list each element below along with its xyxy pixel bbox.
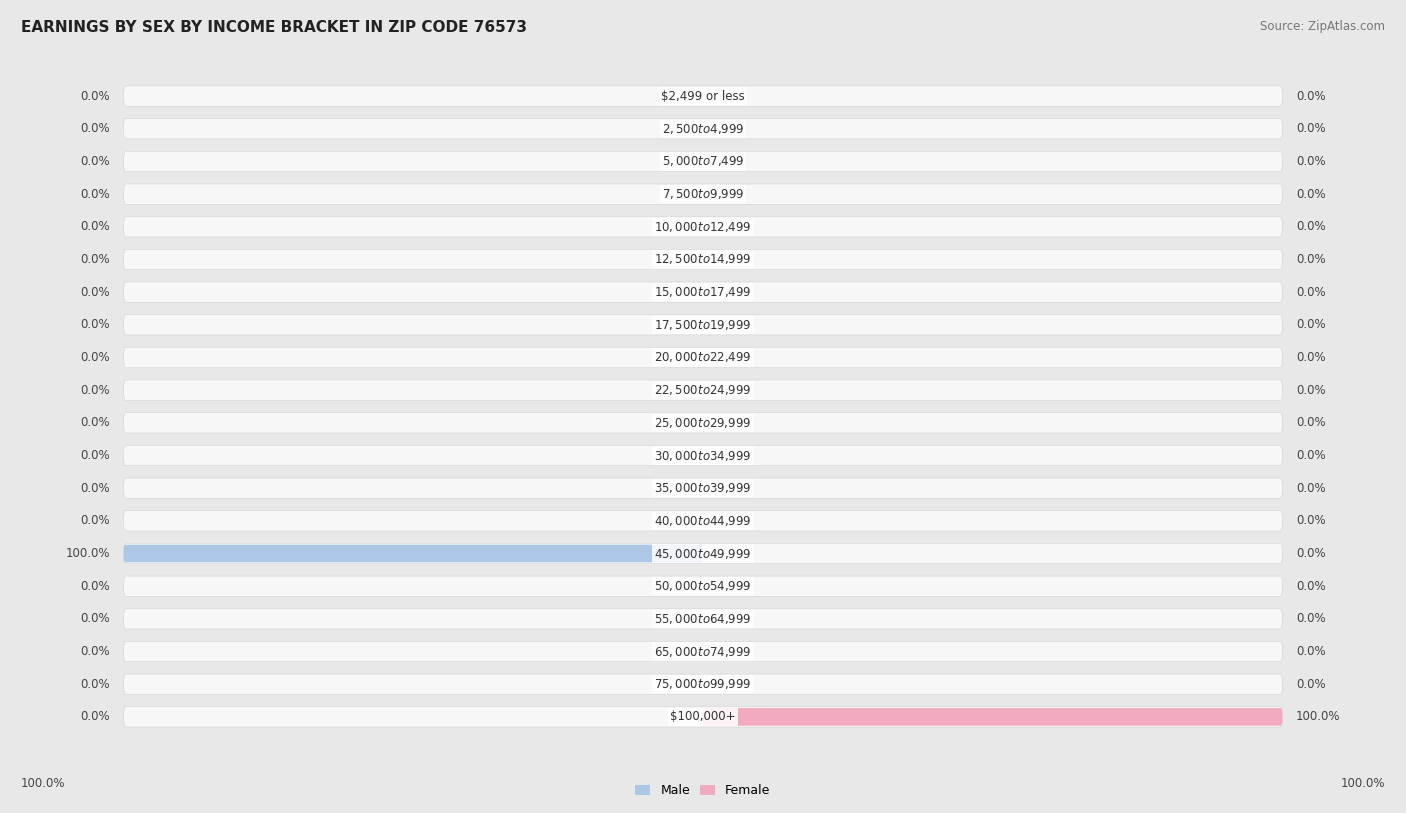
Text: $55,000 to $64,999: $55,000 to $64,999	[654, 612, 752, 626]
Text: 0.0%: 0.0%	[1296, 547, 1326, 560]
Text: 0.0%: 0.0%	[80, 612, 110, 625]
Text: $25,000 to $29,999: $25,000 to $29,999	[654, 415, 752, 430]
Text: 0.0%: 0.0%	[80, 285, 110, 298]
Text: 0.0%: 0.0%	[1296, 319, 1326, 332]
Text: $100,000+: $100,000+	[671, 711, 735, 724]
Text: 0.0%: 0.0%	[80, 711, 110, 724]
Text: $2,499 or less: $2,499 or less	[661, 89, 745, 102]
Text: 0.0%: 0.0%	[80, 188, 110, 201]
Text: 0.0%: 0.0%	[80, 220, 110, 233]
Text: 100.0%: 100.0%	[21, 777, 66, 790]
Text: EARNINGS BY SEX BY INCOME BRACKET IN ZIP CODE 76573: EARNINGS BY SEX BY INCOME BRACKET IN ZIP…	[21, 20, 527, 35]
Text: $40,000 to $44,999: $40,000 to $44,999	[654, 514, 752, 528]
FancyBboxPatch shape	[703, 708, 1282, 726]
Text: 0.0%: 0.0%	[1296, 515, 1326, 528]
Text: 0.0%: 0.0%	[1296, 188, 1326, 201]
Text: 0.0%: 0.0%	[1296, 351, 1326, 364]
Text: $2,500 to $4,999: $2,500 to $4,999	[662, 122, 744, 136]
FancyBboxPatch shape	[124, 347, 1282, 367]
Text: 0.0%: 0.0%	[80, 89, 110, 102]
Text: 0.0%: 0.0%	[80, 122, 110, 135]
Text: 0.0%: 0.0%	[1296, 155, 1326, 168]
Text: 0.0%: 0.0%	[1296, 678, 1326, 691]
Text: 0.0%: 0.0%	[80, 384, 110, 397]
Text: $12,500 to $14,999: $12,500 to $14,999	[654, 253, 752, 267]
Text: 100.0%: 100.0%	[66, 547, 110, 560]
Text: $20,000 to $22,499: $20,000 to $22,499	[654, 350, 752, 364]
Text: 0.0%: 0.0%	[80, 580, 110, 593]
FancyBboxPatch shape	[124, 217, 1282, 237]
FancyBboxPatch shape	[124, 706, 1282, 727]
Text: 0.0%: 0.0%	[1296, 122, 1326, 135]
Text: 0.0%: 0.0%	[1296, 645, 1326, 658]
FancyBboxPatch shape	[124, 86, 1282, 107]
FancyBboxPatch shape	[124, 446, 1282, 466]
FancyBboxPatch shape	[124, 119, 1282, 139]
FancyBboxPatch shape	[124, 380, 1282, 400]
Text: 100.0%: 100.0%	[1340, 777, 1385, 790]
Text: $5,000 to $7,499: $5,000 to $7,499	[662, 154, 744, 168]
Text: $65,000 to $74,999: $65,000 to $74,999	[654, 645, 752, 659]
FancyBboxPatch shape	[124, 641, 1282, 662]
Text: 0.0%: 0.0%	[80, 481, 110, 494]
FancyBboxPatch shape	[124, 511, 1282, 531]
FancyBboxPatch shape	[124, 151, 1282, 172]
Text: 100.0%: 100.0%	[1296, 711, 1340, 724]
FancyBboxPatch shape	[124, 184, 1282, 204]
FancyBboxPatch shape	[124, 315, 1282, 335]
Text: 0.0%: 0.0%	[80, 449, 110, 462]
Text: 0.0%: 0.0%	[1296, 220, 1326, 233]
Text: 0.0%: 0.0%	[1296, 89, 1326, 102]
Text: $45,000 to $49,999: $45,000 to $49,999	[654, 546, 752, 560]
Legend: Male, Female: Male, Female	[630, 780, 776, 802]
Text: 0.0%: 0.0%	[80, 351, 110, 364]
Text: 0.0%: 0.0%	[80, 155, 110, 168]
Text: 0.0%: 0.0%	[80, 515, 110, 528]
Text: 0.0%: 0.0%	[1296, 449, 1326, 462]
FancyBboxPatch shape	[124, 674, 1282, 694]
Text: 0.0%: 0.0%	[1296, 285, 1326, 298]
Text: $30,000 to $34,999: $30,000 to $34,999	[654, 449, 752, 463]
Text: $22,500 to $24,999: $22,500 to $24,999	[654, 383, 752, 398]
FancyBboxPatch shape	[124, 478, 1282, 498]
Text: $10,000 to $12,499: $10,000 to $12,499	[654, 220, 752, 234]
Text: Source: ZipAtlas.com: Source: ZipAtlas.com	[1260, 20, 1385, 33]
FancyBboxPatch shape	[124, 250, 1282, 270]
FancyBboxPatch shape	[124, 413, 1282, 433]
Text: $7,500 to $9,999: $7,500 to $9,999	[662, 187, 744, 201]
Text: $17,500 to $19,999: $17,500 to $19,999	[654, 318, 752, 332]
Text: 0.0%: 0.0%	[1296, 580, 1326, 593]
Text: 0.0%: 0.0%	[80, 253, 110, 266]
Text: 0.0%: 0.0%	[1296, 253, 1326, 266]
Text: $50,000 to $54,999: $50,000 to $54,999	[654, 579, 752, 593]
Text: $75,000 to $99,999: $75,000 to $99,999	[654, 677, 752, 691]
Text: $15,000 to $17,499: $15,000 to $17,499	[654, 285, 752, 299]
Text: 0.0%: 0.0%	[1296, 481, 1326, 494]
FancyBboxPatch shape	[124, 282, 1282, 302]
FancyBboxPatch shape	[124, 545, 703, 563]
Text: 0.0%: 0.0%	[80, 678, 110, 691]
Text: 0.0%: 0.0%	[1296, 384, 1326, 397]
FancyBboxPatch shape	[124, 543, 1282, 563]
Text: 0.0%: 0.0%	[80, 319, 110, 332]
Text: 0.0%: 0.0%	[1296, 612, 1326, 625]
FancyBboxPatch shape	[124, 609, 1282, 629]
Text: 0.0%: 0.0%	[80, 645, 110, 658]
FancyBboxPatch shape	[124, 576, 1282, 596]
Text: $35,000 to $39,999: $35,000 to $39,999	[654, 481, 752, 495]
Text: 0.0%: 0.0%	[1296, 416, 1326, 429]
Text: 0.0%: 0.0%	[80, 416, 110, 429]
